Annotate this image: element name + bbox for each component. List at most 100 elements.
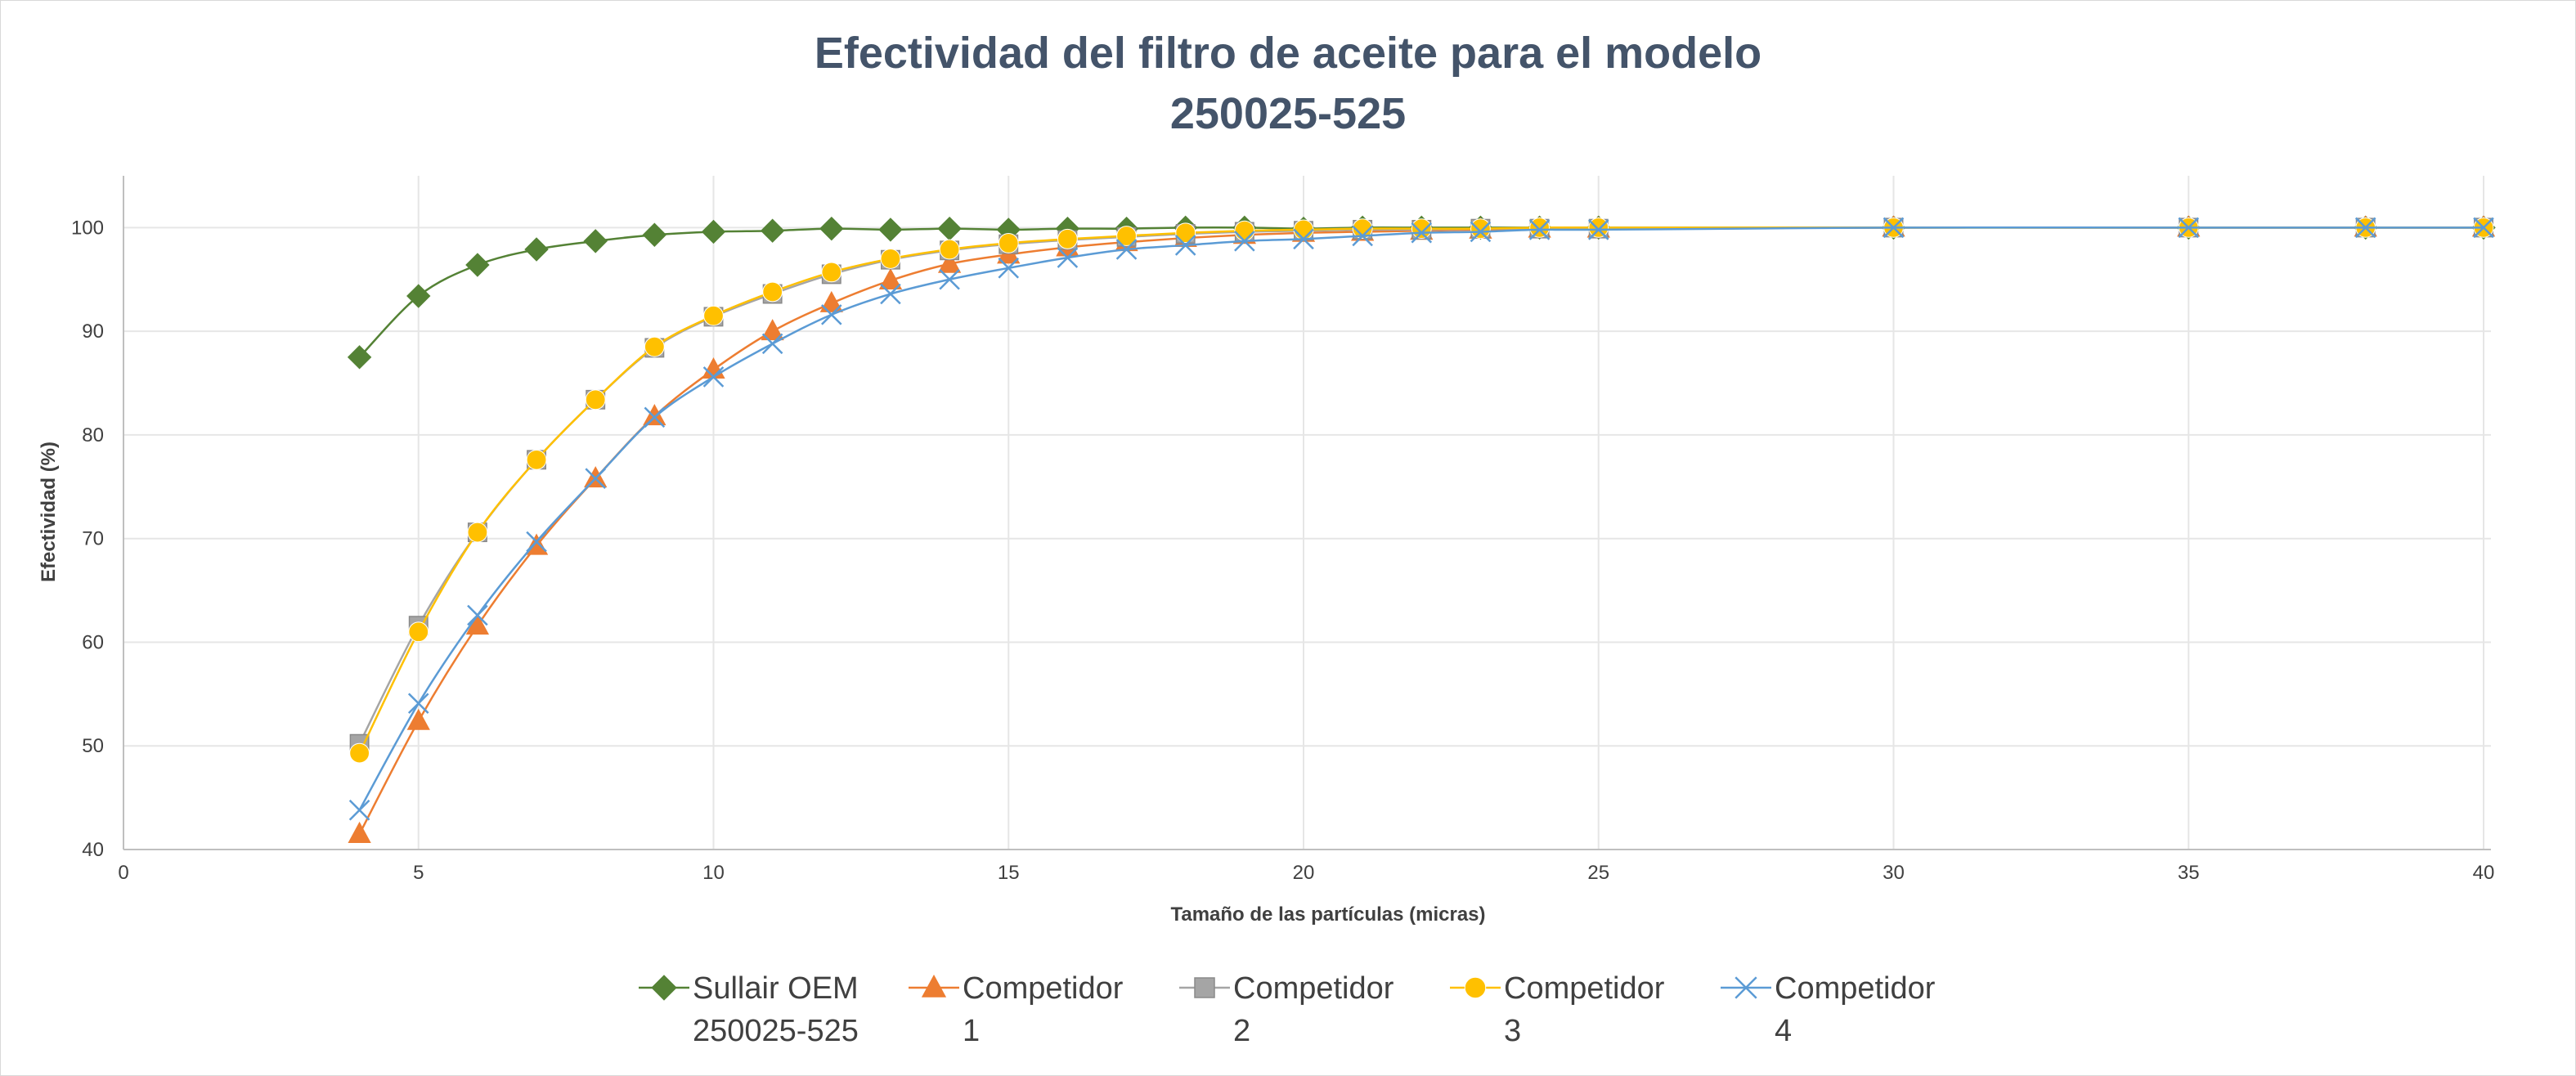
series-competidor-3 bbox=[349, 217, 2494, 764]
x-marker-stroke bbox=[1470, 221, 1492, 243]
data-point-competidor-4 bbox=[407, 693, 429, 715]
legend: Sullair OEM250025-525Competidor1Competid… bbox=[639, 971, 1936, 1048]
data-point-competidor-3 bbox=[1175, 222, 1196, 244]
data-point-competidor-4 bbox=[2473, 217, 2494, 239]
data-point-competidor-4 bbox=[644, 406, 666, 428]
series-line-competidor-4 bbox=[358, 226, 2484, 811]
data-point-competidor-4 bbox=[1115, 239, 1138, 260]
data-point-competidor-3 bbox=[939, 239, 960, 260]
gridlines bbox=[123, 176, 2491, 850]
data-point-competidor-4 bbox=[526, 531, 547, 553]
legend-item-competidor-1: Competidor 1 bbox=[909, 971, 1124, 1048]
series-competidor-4 bbox=[348, 217, 2494, 821]
data-point-competidor-4 bbox=[702, 366, 725, 388]
data-point-competidor-1 bbox=[937, 251, 962, 273]
data-point-sullair-oem-250025-525 bbox=[819, 216, 844, 241]
data-point-competidor-3 bbox=[1234, 220, 1255, 241]
x-marker-stroke bbox=[1115, 239, 1138, 260]
legend-label: Competidor bbox=[1233, 971, 1394, 1006]
data-point-sullair-oem-250025-525 bbox=[465, 253, 490, 277]
x-tick-label: 0 bbox=[118, 862, 128, 884]
data-point-competidor-4 bbox=[821, 304, 842, 325]
data-point-sullair-oem-250025-525 bbox=[642, 222, 667, 247]
data-point-competidor-1 bbox=[878, 267, 903, 290]
data-point-competidor-4 bbox=[2354, 217, 2376, 239]
series-line-competidor-2 bbox=[358, 226, 2484, 745]
y-tick-label: 50 bbox=[82, 735, 104, 757]
tick-labels: 40 50 60 70 80 90 100 0 5 10 15 20 25 30 35 40 bbox=[71, 217, 2494, 884]
data-point-competidor-1 bbox=[819, 290, 843, 312]
data-point-competidor-4 bbox=[1293, 228, 1314, 250]
data-point-competidor-4 bbox=[1587, 219, 1609, 240]
x-marker-stroke bbox=[821, 304, 842, 325]
series-competidor-2 bbox=[349, 217, 2493, 754]
data-point-competidor-4 bbox=[880, 283, 901, 305]
data-point-competidor-3 bbox=[1588, 217, 1609, 238]
data-point-competidor-3 bbox=[703, 305, 724, 326]
x-marker-stroke bbox=[467, 604, 488, 626]
y-tick-label: 60 bbox=[82, 631, 104, 653]
data-point-competidor-3 bbox=[1057, 228, 1078, 249]
data-point-competidor-4 bbox=[1352, 225, 1373, 247]
x-marker-stroke bbox=[585, 468, 606, 489]
legend-label: Sullair OEM bbox=[693, 971, 859, 1006]
data-point-competidor-4 bbox=[348, 800, 370, 821]
x-tick-label: 5 bbox=[413, 862, 424, 884]
x-tick-label: 15 bbox=[998, 862, 1020, 884]
data-point-sullair-oem-250025-525 bbox=[878, 217, 903, 242]
data-point-competidor-4 bbox=[761, 333, 783, 355]
axes bbox=[123, 176, 2491, 850]
x-marker-stroke bbox=[998, 258, 1020, 279]
data-point-competidor-1 bbox=[348, 821, 371, 843]
x-marker-stroke bbox=[1587, 219, 1609, 240]
legend-item-competidor-4: Competidor 4 bbox=[1721, 971, 1936, 1048]
data-point-sullair-oem-250025-525 bbox=[760, 218, 785, 243]
x-tick-label: 25 bbox=[1587, 862, 1609, 884]
legend-item-competidor-2: Competidor 2 bbox=[1179, 971, 1394, 1048]
series-line-sullair-oem-250025-525 bbox=[358, 226, 2484, 358]
data-point-competidor-3 bbox=[1411, 218, 1432, 240]
x-marker-stroke bbox=[1174, 235, 1196, 256]
data-point-competidor-4 bbox=[998, 258, 1020, 279]
x-marker-stroke bbox=[1234, 231, 1255, 252]
legend-marker bbox=[1735, 976, 1757, 999]
plot-series bbox=[347, 215, 2496, 843]
x-tick-label: 35 bbox=[2178, 862, 2200, 884]
x-marker-stroke bbox=[939, 268, 960, 290]
x-marker-stroke bbox=[2473, 217, 2494, 239]
legend-marker bbox=[921, 974, 947, 998]
data-point-competidor-4 bbox=[1234, 231, 1255, 252]
data-point-sullair-oem-250025-525 bbox=[583, 229, 608, 253]
data-point-competidor-3 bbox=[644, 336, 665, 357]
x-marker-stroke bbox=[761, 333, 783, 355]
data-point-competidor-3 bbox=[821, 262, 842, 283]
data-point-competidor-1 bbox=[643, 404, 666, 426]
data-point-competidor-1 bbox=[761, 319, 784, 341]
x-marker-stroke bbox=[1528, 219, 1551, 240]
x-marker-stroke bbox=[644, 406, 666, 428]
x-marker-stroke bbox=[2354, 217, 2376, 239]
data-point-sullair-oem-250025-525 bbox=[524, 237, 549, 262]
legend-marker bbox=[651, 975, 677, 1001]
data-point-competidor-4 bbox=[467, 604, 488, 626]
x-marker-stroke bbox=[348, 800, 370, 821]
series-competidor-1 bbox=[348, 215, 2496, 843]
data-point-competidor-3 bbox=[880, 249, 901, 269]
data-point-competidor-1 bbox=[406, 708, 430, 730]
data-point-competidor-3 bbox=[1470, 218, 1491, 240]
series-line-competidor-1 bbox=[358, 226, 2484, 835]
x-marker-stroke bbox=[880, 283, 901, 305]
data-point-competidor-3 bbox=[585, 389, 606, 410]
y-tick-label: 40 bbox=[82, 839, 104, 861]
data-point-competidor-4 bbox=[1883, 217, 1905, 239]
y-tick-label: 100 bbox=[71, 217, 104, 239]
data-point-sullair-oem-250025-525 bbox=[347, 345, 372, 370]
data-point-competidor-3 bbox=[1352, 218, 1373, 240]
data-point-competidor-4 bbox=[1470, 221, 1492, 243]
data-point-sullair-oem-250025-525 bbox=[701, 219, 726, 244]
legend-label: Competidor bbox=[963, 971, 1124, 1006]
x-marker-stroke bbox=[1883, 217, 1905, 239]
x-axis-title: Tamaño de las partículas (micras) bbox=[1170, 903, 1485, 926]
